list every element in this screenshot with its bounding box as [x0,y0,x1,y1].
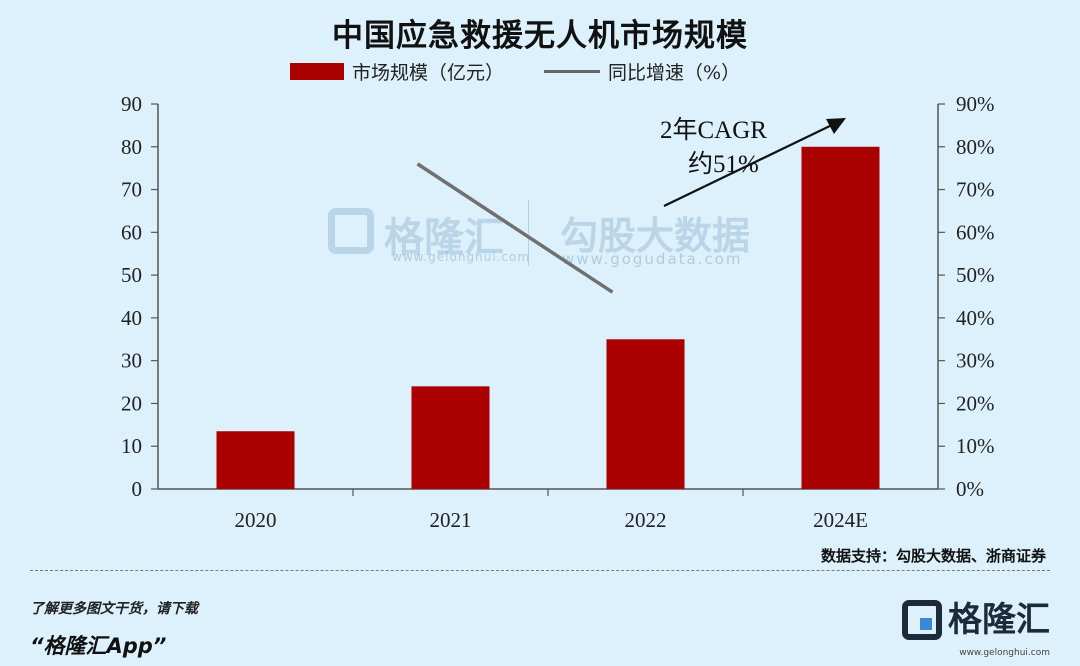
watermark-divider [528,200,529,266]
brand-g-icon [902,600,942,640]
y-right-tick-label: 90% [956,92,995,116]
y-left-tick-label: 40 [121,306,142,330]
bar [606,339,685,489]
y-right-tick-label: 40% [956,306,995,330]
x-tick-label: 2024E [813,508,868,532]
y-right-tick-label: 20% [956,391,995,415]
cagr-arrow-head-icon [826,118,846,134]
watermark-right: 勾股大数据 [560,214,751,258]
cagr-arrow-line [663,123,835,207]
y-right-tick-label: 80% [956,135,995,159]
y-left-tick-label: 10 [121,434,142,458]
y-left-tick-label: 20 [121,391,142,415]
watermark-left: 格隆汇 [384,215,504,261]
watermark-left-url: www.gelonghui.com [392,250,531,264]
data-source: 数据支持：勾股大数据、浙商证券 [820,547,1046,565]
x-tick-label: 2020 [235,508,277,532]
y-left-tick-label: 60 [121,220,142,244]
brand-logo: 格隆汇 [902,600,1050,640]
watermark-right-url: www.gogudata.com [562,250,743,268]
brand-name: 格隆汇 [948,600,1050,640]
y-left-tick-label: 0 [132,477,143,501]
x-tick-label: 2021 [430,508,472,532]
cagr-annotation-line1: 2年CAGR [660,116,767,144]
y-right-tick-label: 50% [956,263,995,287]
y-left-tick-label: 30 [121,349,142,373]
x-tick-label: 2022 [625,508,667,532]
y-right-tick-label: 30% [956,349,995,373]
footer-app-name: “格隆汇App” [30,634,167,658]
y-right-tick-label: 60% [956,220,995,244]
y-left-tick-label: 80 [121,135,142,159]
watermark-logo-icon [328,208,374,254]
bar [801,146,880,489]
chart-legend: 市场规模（亿元） 同比增速（%） [290,60,741,84]
y-left-tick-label: 50 [121,263,142,287]
footer-promo-text: 了解更多图文干货，请下载 [30,601,198,617]
bar [216,431,295,489]
cagr-annotation-line2: 约51% [688,150,759,178]
y-right-tick-label: 70% [956,178,995,202]
y-right-tick-label: 10% [956,434,995,458]
y-left-tick-label: 90 [121,92,142,116]
footer-divider [30,570,1050,571]
legend-bar-swatch [290,62,344,80]
y-left-tick-label: 70 [121,178,142,202]
brand-url: www.gelonghui.com [959,648,1050,658]
chart-title: 中国应急救援无人机市场规模 [332,18,748,54]
legend-line-swatch [544,69,601,73]
y-right-tick-label: 0% [956,477,984,501]
growth-line [416,162,614,294]
bar [411,386,490,489]
legend-bar-label: 市场规模（亿元） [352,61,505,84]
legend-line-label: 同比增速（%） [608,61,741,84]
